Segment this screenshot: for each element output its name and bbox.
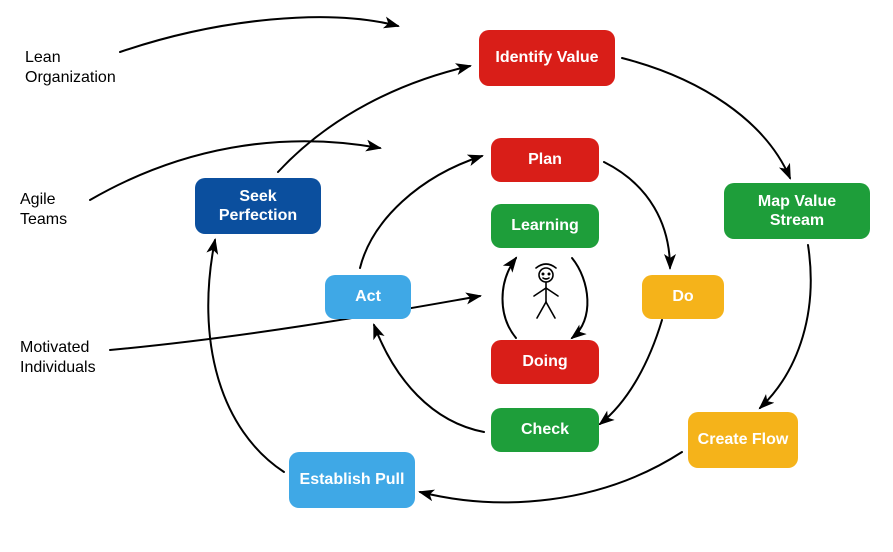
node-do: Do — [642, 275, 724, 319]
label-lean-organization: Lean Organization — [25, 48, 116, 88]
diagram-stage: { "canvas": { "width": 893, "height": 55… — [0, 0, 893, 552]
person-icon — [528, 262, 564, 327]
node-learning: Learning — [491, 204, 599, 248]
node-establish-pull: Establish Pull — [289, 452, 415, 508]
arrow-layer — [0, 0, 893, 552]
label-agile-teams: Agile Teams — [20, 190, 67, 230]
node-act: Act — [325, 275, 411, 319]
node-doing: Doing — [491, 340, 599, 384]
node-check: Check — [491, 408, 599, 452]
node-plan: Plan — [491, 138, 599, 182]
node-seek-perfection: Seek Perfection — [195, 178, 321, 234]
node-identify-value: Identify Value — [479, 30, 615, 86]
label-motivated-individuals: Motivated Individuals — [20, 338, 96, 378]
node-map-value-stream: Map Value Stream — [724, 183, 870, 239]
node-create-flow: Create Flow — [688, 412, 798, 468]
